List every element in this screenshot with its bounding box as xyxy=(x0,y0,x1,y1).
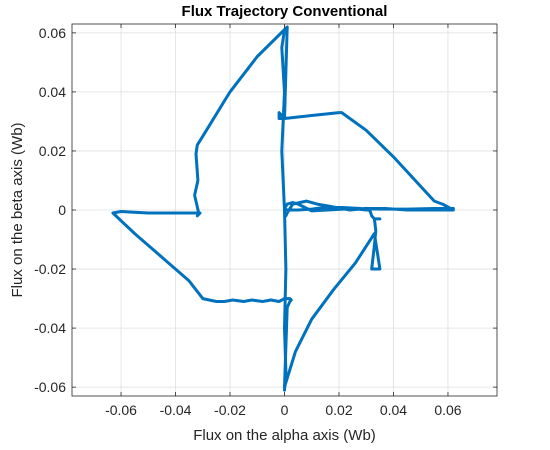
x-tick-label: -0.06 xyxy=(105,402,137,418)
x-tick-label: 0.04 xyxy=(380,402,407,418)
tick-layer: -0.06 -0.04 -0.02 0 0.02 0.04 0.06 -0.06 -0.04 -0… xyxy=(34,24,497,418)
x-tick-label: -0.04 xyxy=(160,402,192,418)
y-tick-label: -0.02 xyxy=(34,261,66,277)
x-tick-label: 0 xyxy=(281,402,289,418)
series-line xyxy=(280,28,286,212)
y-tick-label: 0.02 xyxy=(39,143,66,159)
y-tick-label: -0.06 xyxy=(34,379,66,395)
series-line xyxy=(283,208,288,392)
x-tick-label: 0.06 xyxy=(434,402,461,418)
y-tick-label: -0.04 xyxy=(34,320,66,336)
y-tick-label: 0.04 xyxy=(39,84,66,100)
x-tick-label: 0.02 xyxy=(325,402,352,418)
x-axis-label: Flux on the alpha axis (Wb) xyxy=(193,427,376,444)
y-tick-label: 0 xyxy=(58,202,66,218)
chart-title: Flux Trajectory Conventional xyxy=(182,3,388,20)
x-tick-label: -0.02 xyxy=(214,402,246,418)
y-tick-label: 0.06 xyxy=(39,25,66,41)
data-layer xyxy=(111,25,455,392)
series-line xyxy=(111,25,455,389)
y-axis-label: Flux on the beta axis (Wb) xyxy=(9,122,26,297)
